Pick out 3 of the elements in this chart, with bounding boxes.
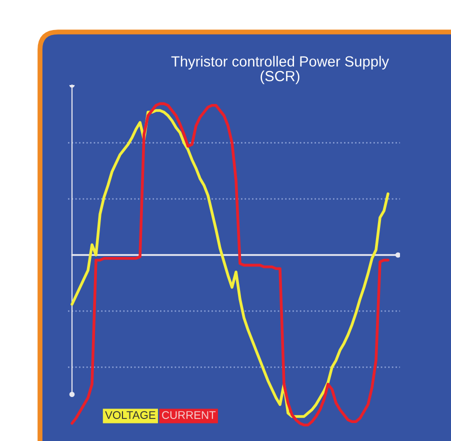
chart-title: Thyristor controlled Power Supply (SCR) xyxy=(171,56,389,84)
text: CURRENT xyxy=(162,411,216,419)
text: VOLTAGE xyxy=(105,411,156,419)
